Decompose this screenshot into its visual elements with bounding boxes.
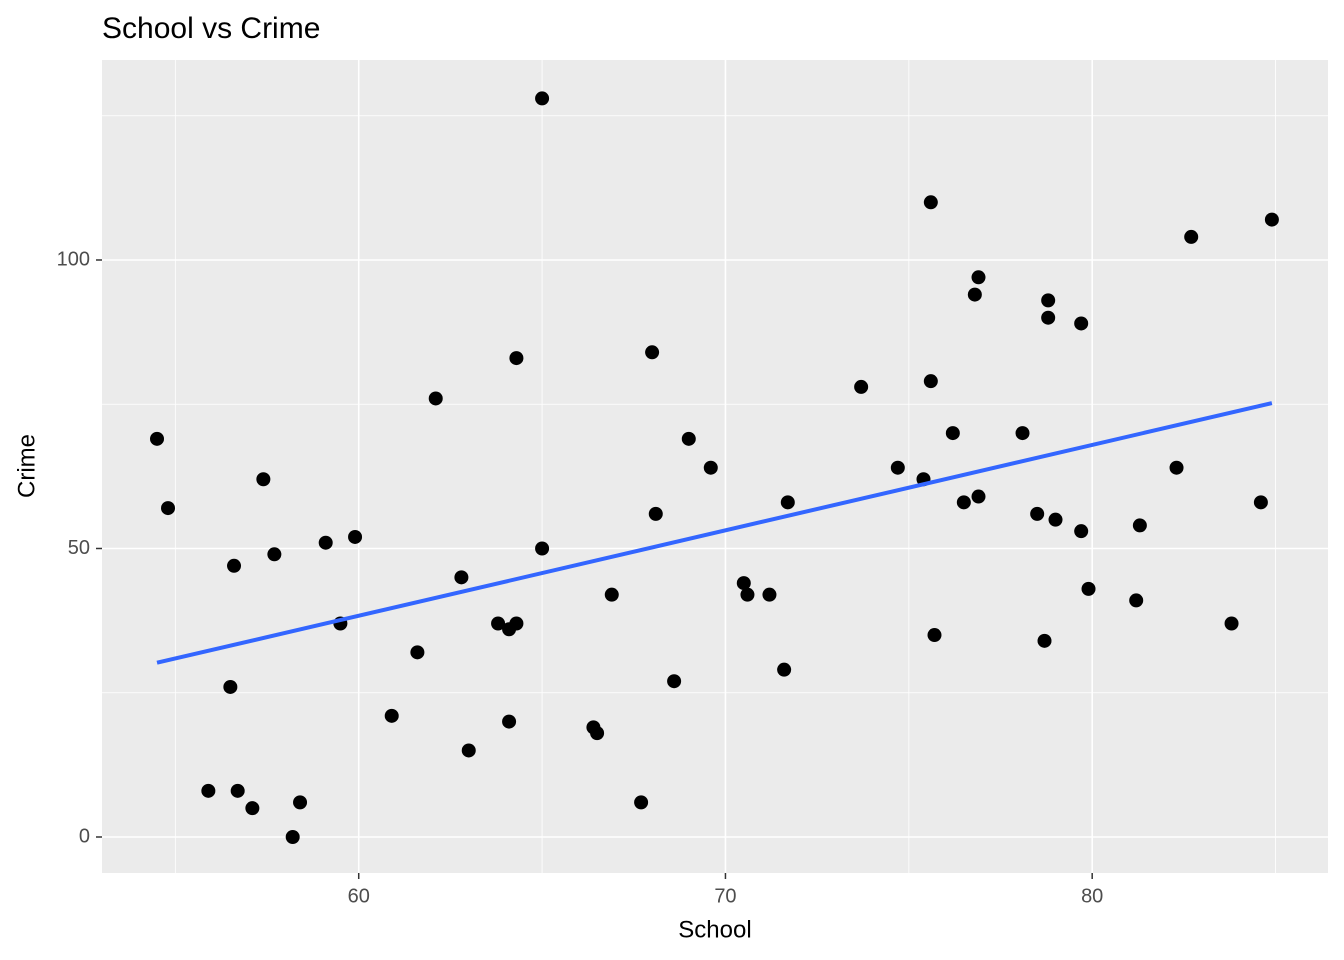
- point: [681, 431, 696, 446]
- point: [230, 783, 245, 798]
- point: [971, 489, 986, 504]
- point: [245, 801, 260, 816]
- point: [1041, 293, 1056, 308]
- point: [645, 345, 660, 360]
- point: [667, 674, 682, 689]
- point: [454, 570, 469, 585]
- grid: [102, 60, 1328, 873]
- y-tick-label: 100: [57, 248, 90, 270]
- point: [740, 587, 755, 602]
- point: [1169, 460, 1184, 475]
- point: [410, 645, 425, 660]
- point: [1074, 316, 1089, 331]
- point: [1132, 518, 1147, 533]
- point: [1074, 524, 1089, 539]
- point: [780, 495, 795, 510]
- point: [927, 628, 942, 643]
- point: [256, 472, 271, 487]
- point: [384, 708, 399, 723]
- point: [1253, 495, 1268, 510]
- point: [1015, 426, 1030, 441]
- point: [285, 829, 300, 844]
- point: [535, 91, 550, 106]
- point: [648, 506, 663, 521]
- y-tick-label: 0: [79, 825, 90, 847]
- point: [703, 460, 718, 475]
- point: [1037, 633, 1052, 648]
- point: [854, 379, 869, 394]
- marks: [150, 91, 1279, 844]
- x-tick-label: 70: [714, 885, 736, 907]
- point: [348, 529, 363, 544]
- y-axis-title: Crime: [13, 434, 40, 498]
- point: [923, 195, 938, 210]
- point: [967, 287, 982, 302]
- point: [604, 587, 619, 602]
- point: [1129, 593, 1144, 608]
- x-tick-label: 80: [1081, 885, 1103, 907]
- point: [971, 270, 986, 285]
- point: [1048, 512, 1063, 527]
- point: [762, 587, 777, 602]
- point: [502, 714, 517, 729]
- point: [945, 426, 960, 441]
- point: [161, 501, 176, 516]
- trend-line: [156, 401, 1273, 665]
- y-tick-label: 50: [68, 537, 90, 559]
- chart-title: School vs Crime: [102, 12, 320, 45]
- point: [293, 795, 308, 810]
- point: [461, 743, 476, 758]
- point: [956, 495, 971, 510]
- point: [1030, 506, 1045, 521]
- point: [318, 535, 333, 550]
- point: [150, 431, 165, 446]
- point: [890, 460, 905, 475]
- point: [1041, 310, 1056, 325]
- point: [509, 616, 524, 631]
- x-axis-title: School: [678, 916, 751, 943]
- point: [736, 576, 751, 591]
- point: [509, 351, 524, 366]
- point: [1224, 616, 1239, 631]
- point: [428, 391, 443, 406]
- point: [634, 795, 649, 810]
- point: [223, 679, 238, 694]
- point: [777, 662, 792, 677]
- point: [1264, 212, 1279, 227]
- point: [1184, 229, 1199, 244]
- point: [201, 783, 216, 798]
- point: [491, 616, 506, 631]
- x-tick-label: 60: [348, 885, 370, 907]
- point: [267, 547, 282, 562]
- point: [1081, 581, 1096, 596]
- point: [535, 541, 550, 556]
- point: [923, 374, 938, 389]
- point: [590, 726, 605, 741]
- point: [227, 558, 242, 573]
